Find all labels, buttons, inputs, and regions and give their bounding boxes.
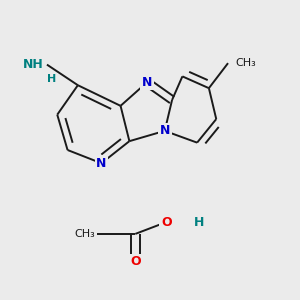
Text: NH: NH xyxy=(23,58,44,71)
Text: N: N xyxy=(96,157,106,170)
Text: H: H xyxy=(47,74,56,84)
Text: O: O xyxy=(161,216,172,229)
Text: CH₃: CH₃ xyxy=(236,58,256,68)
Text: N: N xyxy=(160,124,170,137)
Text: O: O xyxy=(130,255,141,268)
Text: CH₃: CH₃ xyxy=(75,229,95,239)
Text: H: H xyxy=(194,216,205,229)
Text: N: N xyxy=(142,76,152,89)
